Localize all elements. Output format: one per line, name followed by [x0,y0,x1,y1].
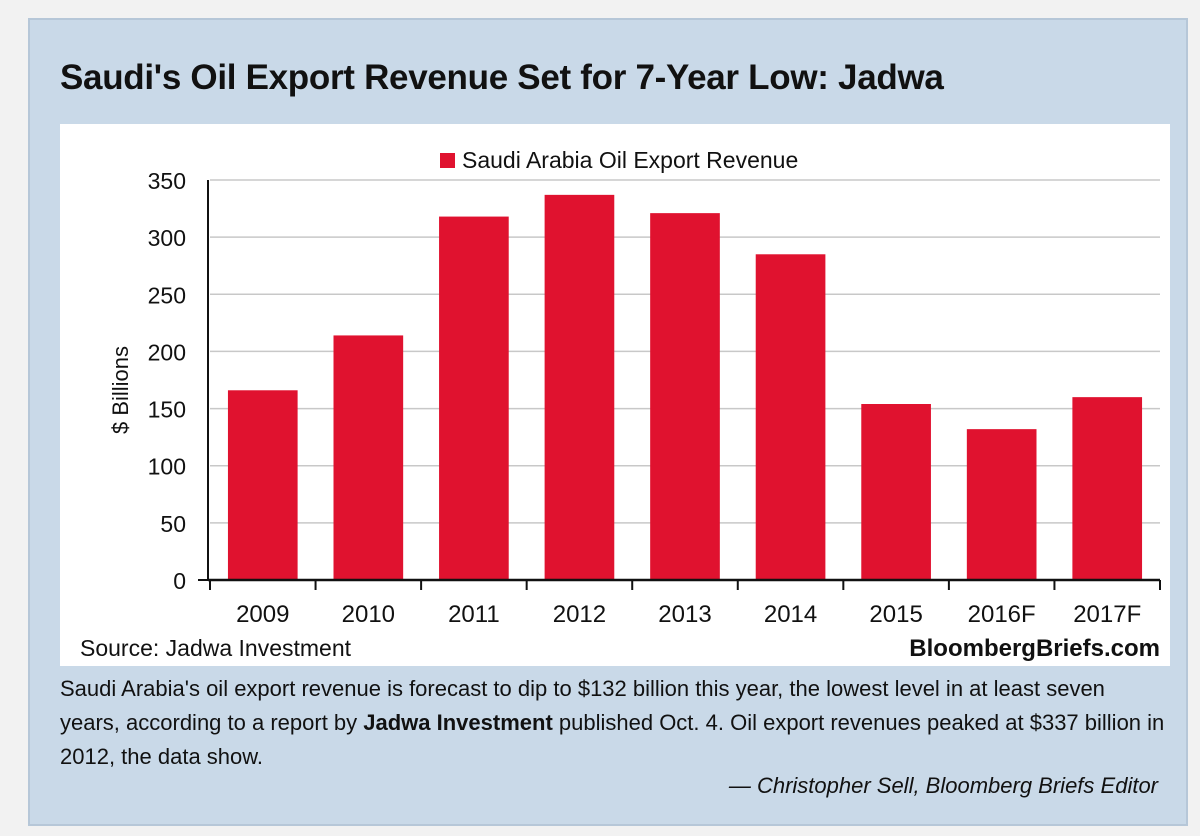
legend-label: Saudi Arabia Oil Export Revenue [462,147,798,173]
caption-bold: Jadwa Investment [363,710,553,735]
bar-2013 [650,213,720,580]
x-tick-label: 2014 [764,601,817,628]
x-tick-label: 2016F [968,601,1036,628]
x-tick-label: 2013 [658,601,711,628]
chart-title: Saudi's Oil Export Revenue Set for 7-Yea… [60,58,944,97]
caption-text-2: published Oct. 4. Oil export revenues pe… [60,710,1165,769]
y-tick-label: 150 [148,397,186,423]
axes [198,180,1161,590]
bar-2010 [333,335,404,580]
bar-2009 [227,390,298,580]
y-tick-label: 100 [148,454,186,480]
x-tick-label: 2011 [448,601,500,628]
bar-2011 [439,216,509,581]
y-tick-label: 350 [148,168,186,194]
brand-label: BloombergBriefs.com [909,635,1160,662]
source-note: Source: Jadwa Investment [80,635,352,661]
chart-area: 0 50 100 150 200 250 300 350 2009 2010 2011 2012 20… [60,124,1170,666]
caption-text-1: Saudi Arabia's oil export revenue is for… [60,676,1105,735]
bars [227,194,1143,581]
legend-swatch [440,153,455,168]
y-tick-label: 200 [148,339,186,365]
bar-2014 [755,254,826,581]
y-tick-label: 300 [148,225,186,251]
bar-2015 [861,404,931,580]
y-tick-label: 0 [173,568,186,594]
caption: Saudi Arabia's oil export revenue is for… [60,672,1170,774]
chart-card: Saudi's Oil Export Revenue Set for 7-Yea… [28,18,1188,826]
x-tick-label: 2010 [342,601,395,628]
x-tick-label: 2015 [869,601,922,628]
x-tick-label: 2009 [236,601,289,628]
y-tick-label: 250 [148,282,186,308]
x-tick-labels: 2009 2010 2011 2012 2013 2014 2015 2016F 2017F [236,601,1141,628]
x-tick-label: 2017F [1073,601,1141,628]
legend: Saudi Arabia Oil Export Revenue [440,147,798,173]
x-tick-label: 2012 [553,601,606,628]
bar-2017F [1072,397,1143,580]
y-tick-labels: 0 50 100 150 200 250 300 350 [148,168,186,594]
y-axis-label: $ Billions [108,346,133,434]
bar-2016F [966,429,1037,580]
byline: — Christopher Sell, Bloomberg Briefs Edi… [728,773,1158,798]
bar-2012 [544,194,615,580]
y-tick-label: 50 [160,511,186,537]
